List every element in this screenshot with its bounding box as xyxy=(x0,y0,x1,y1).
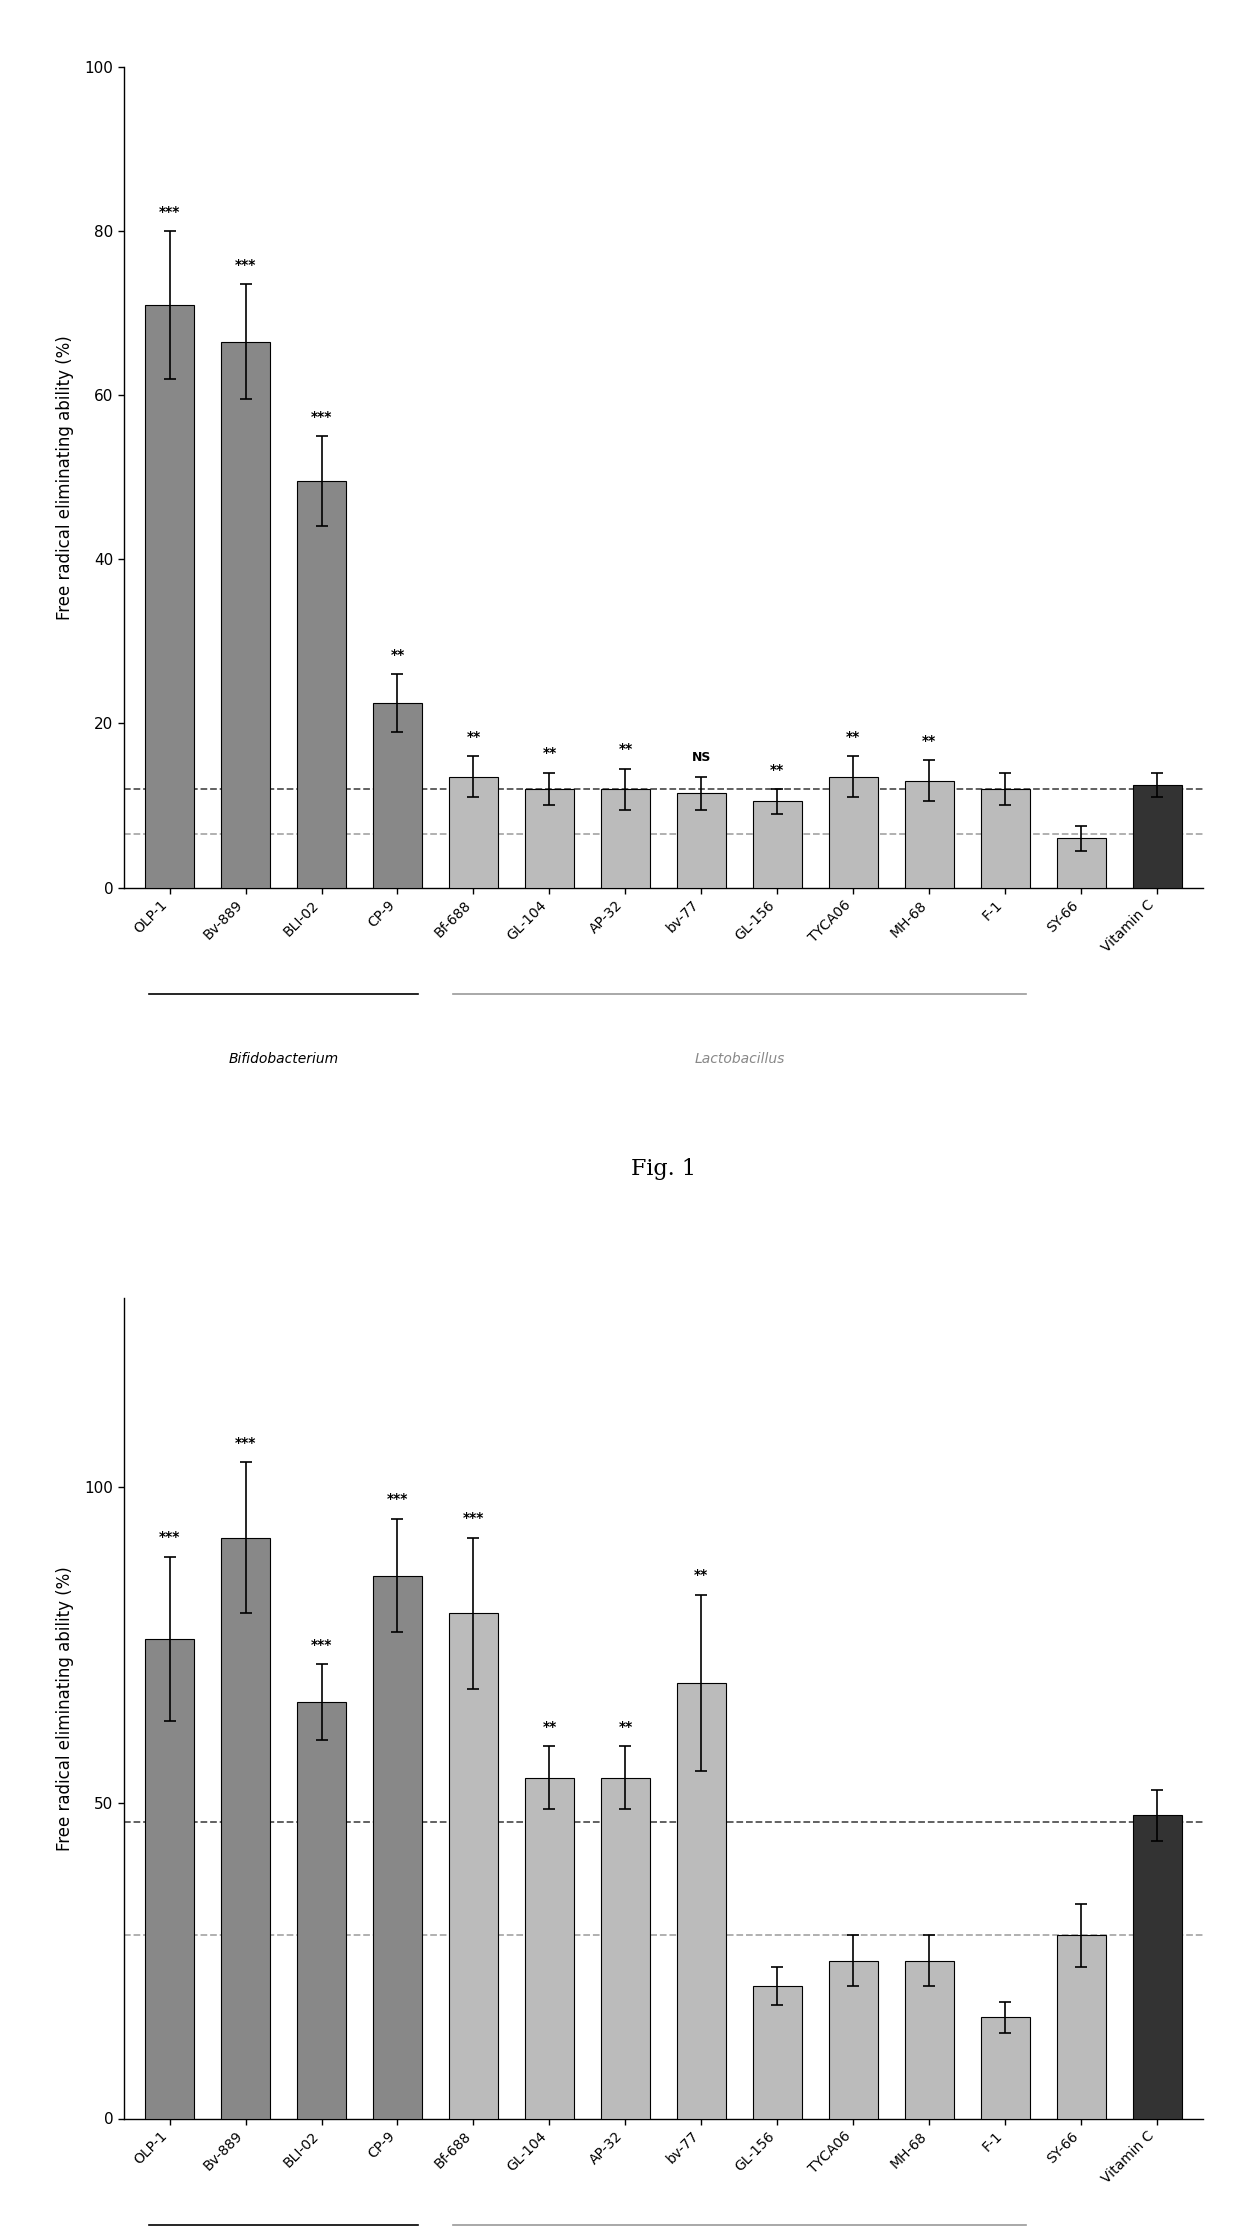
Bar xyxy=(753,1987,802,2118)
Text: **: ** xyxy=(542,1719,557,1733)
Bar xyxy=(753,801,802,888)
Text: **: ** xyxy=(391,649,404,662)
Bar xyxy=(145,1639,195,2118)
Bar xyxy=(525,1777,574,2118)
Bar xyxy=(600,789,650,888)
Text: Lactobacillus: Lactobacillus xyxy=(694,1053,785,1066)
Text: ***: *** xyxy=(387,1492,408,1507)
Bar xyxy=(525,789,574,888)
Bar xyxy=(600,1777,650,2118)
Text: **: ** xyxy=(542,747,557,760)
Text: **: ** xyxy=(770,763,785,776)
Bar xyxy=(145,306,195,888)
Y-axis label: Free radical eliminating ability (%): Free radical eliminating ability (%) xyxy=(56,1565,73,1851)
Bar xyxy=(296,482,346,888)
Text: **: ** xyxy=(619,743,632,756)
Bar xyxy=(221,1539,270,2118)
Bar xyxy=(1056,838,1106,888)
Text: **: ** xyxy=(466,729,481,745)
Bar xyxy=(981,2018,1030,2118)
Text: **: ** xyxy=(846,729,861,745)
Text: ***: *** xyxy=(234,259,257,272)
Bar xyxy=(905,1960,954,2118)
Bar xyxy=(828,1960,878,2118)
Bar xyxy=(677,1684,727,2118)
Text: ***: *** xyxy=(311,1637,332,1652)
Bar xyxy=(449,776,498,888)
Text: **: ** xyxy=(619,1719,632,1733)
Y-axis label: Free radical eliminating ability (%): Free radical eliminating ability (%) xyxy=(56,334,73,620)
Bar xyxy=(1132,1815,1182,2118)
Text: ***: *** xyxy=(311,410,332,424)
Text: **: ** xyxy=(694,1568,708,1583)
Text: Bifidobacterium: Bifidobacterium xyxy=(228,1053,339,1066)
Text: ***: *** xyxy=(234,1436,257,1450)
Bar xyxy=(905,780,954,888)
Bar xyxy=(677,794,727,888)
Text: ***: *** xyxy=(463,1512,484,1525)
Text: **: ** xyxy=(923,734,936,747)
Text: Fig. 1: Fig. 1 xyxy=(631,1157,696,1180)
Bar xyxy=(296,1701,346,2118)
Text: NS: NS xyxy=(692,752,711,765)
Bar xyxy=(981,789,1030,888)
Bar xyxy=(1056,1936,1106,2118)
Text: ***: *** xyxy=(159,205,180,219)
Bar xyxy=(373,702,422,888)
Bar xyxy=(828,776,878,888)
Bar xyxy=(221,341,270,888)
Text: ***: *** xyxy=(159,1530,180,1545)
Bar xyxy=(449,1615,498,2118)
Bar xyxy=(1132,785,1182,888)
Bar xyxy=(373,1577,422,2118)
